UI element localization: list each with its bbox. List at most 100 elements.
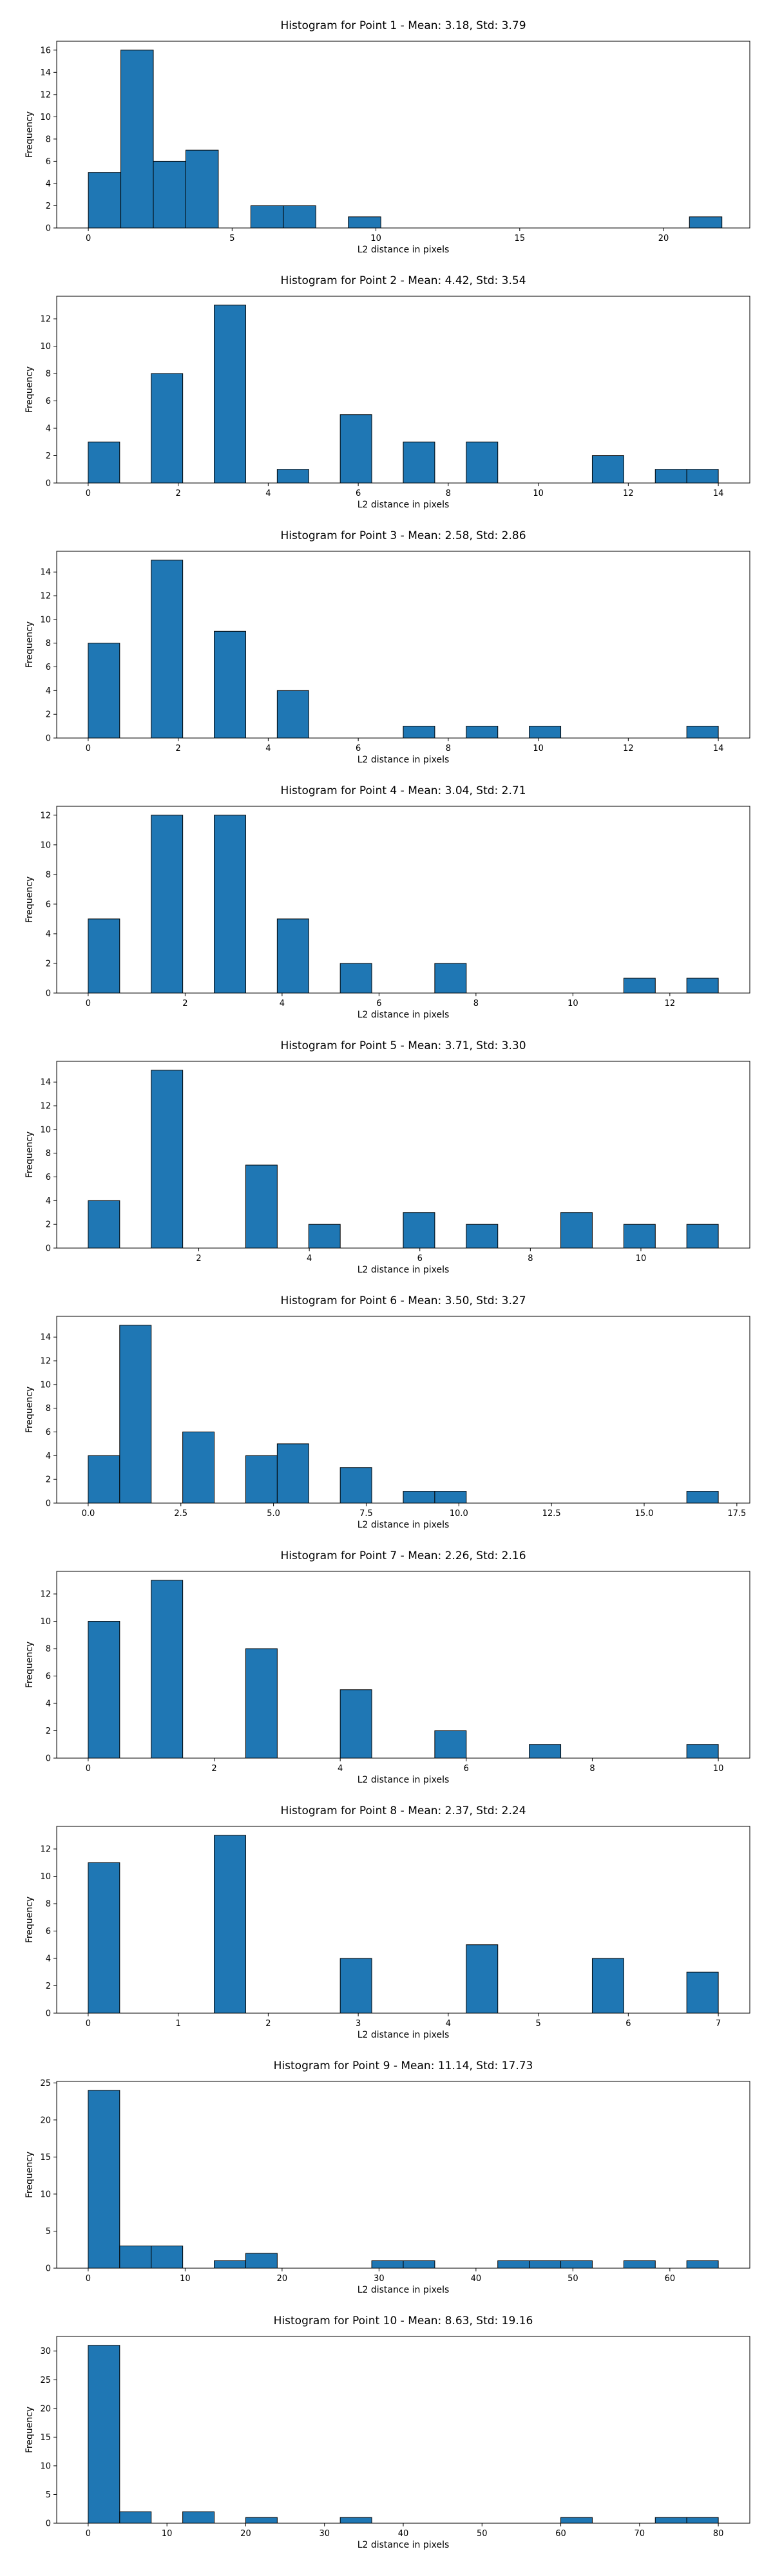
y-tick-label: 2 — [46, 451, 51, 461]
x-axis-label: L2 distance in pixels — [358, 1265, 450, 1275]
histogram-bar — [686, 2260, 719, 2269]
x-axis-label: L2 distance in pixels — [358, 755, 450, 765]
histogram-bar — [151, 560, 184, 739]
y-tick-label: 12 — [40, 592, 51, 601]
y-tick-label: 0 — [46, 989, 51, 999]
histogram-bar — [151, 1580, 184, 1759]
chart-title: Histogram for Point 5 - Mean: 3.71, Std:… — [280, 1039, 526, 1052]
histogram-bar — [466, 1944, 499, 2014]
histogram-bar — [182, 1432, 215, 1504]
histogram-4: Histogram for Point 4 - Mean: 3.04, Std:… — [24, 784, 750, 1020]
histogram-bar — [120, 50, 154, 229]
y-tick-label: 8 — [46, 1900, 51, 1909]
x-tick-label: 10.0 — [450, 1509, 468, 1519]
x-tick-label: 12.5 — [542, 1509, 561, 1519]
histogram-5: Histogram for Point 5 - Mean: 3.71, Std:… — [24, 1039, 750, 1275]
x-tick-label: 0 — [86, 489, 91, 498]
histogram-bar — [623, 978, 656, 994]
y-tick-label: 10 — [40, 342, 51, 352]
x-tick-label: 8 — [446, 744, 451, 753]
y-tick-label: 15 — [40, 2153, 51, 2163]
y-tick-label: 6 — [46, 1428, 51, 1437]
histogram-bar — [88, 1455, 120, 1504]
y-tick-label: 0 — [46, 2264, 51, 2274]
histogram-bar — [560, 2260, 593, 2269]
y-axis-label: Frequency — [24, 2152, 35, 2198]
histogram-bar — [403, 1212, 435, 1249]
histogram-bar — [88, 2090, 120, 2269]
x-tick-label: 0 — [86, 2529, 91, 2539]
x-tick-label: 70 — [635, 2529, 645, 2539]
plot-frame — [56, 2336, 750, 2524]
x-tick-label: 40 — [471, 2274, 482, 2284]
histogram-bar — [339, 1467, 372, 1504]
histogram-bar — [654, 469, 687, 484]
histogram-bar — [185, 149, 219, 229]
y-tick-label: 4 — [46, 1955, 51, 1964]
x-tick-label: 17.5 — [727, 1509, 746, 1519]
y-tick-label: 12 — [40, 1102, 51, 1112]
x-tick-label: 10 — [568, 999, 578, 1009]
y-tick-label: 8 — [46, 1645, 51, 1654]
x-tick-label: 10 — [713, 1764, 724, 1774]
x-tick-label: 14 — [713, 489, 724, 498]
histogram-bar — [403, 1491, 435, 1504]
y-tick-label: 14 — [40, 568, 51, 578]
x-tick-label: 4 — [338, 1764, 343, 1774]
histogram-bar — [434, 963, 467, 994]
x-tick-label: 0 — [86, 234, 91, 243]
x-tick-label: 30 — [319, 2529, 330, 2539]
histogram-bar — [88, 643, 120, 739]
histogram-bar — [339, 414, 372, 484]
histogram-bar — [182, 2511, 215, 2524]
y-tick-label: 30 — [40, 2347, 51, 2356]
y-tick-label: 4 — [46, 1452, 51, 1461]
x-tick-label: 8 — [528, 1254, 533, 1264]
x-tick-label: 60 — [665, 2274, 676, 2284]
y-tick-label: 8 — [46, 135, 51, 144]
histogram-bar — [88, 918, 120, 994]
histogram-bar — [434, 1491, 467, 1504]
y-tick-label: 10 — [40, 1125, 51, 1135]
y-tick-label: 5 — [46, 2490, 51, 2500]
x-tick-label: 2 — [265, 2019, 271, 2029]
x-tick-label: 0 — [86, 2019, 91, 2029]
y-tick-label: 0 — [46, 1754, 51, 1764]
chart-title: Histogram for Point 3 - Mean: 2.58, Std:… — [280, 529, 526, 542]
x-tick-label: 14 — [713, 744, 724, 753]
plot-frame — [56, 551, 750, 739]
x-axis-label: L2 distance in pixels — [358, 245, 450, 255]
y-tick-label: 12 — [40, 1357, 51, 1367]
histogram-bar — [119, 1325, 152, 1504]
y-tick-label: 0 — [46, 2519, 51, 2529]
y-axis-label: Frequency — [24, 1387, 35, 1433]
histogram-bar — [529, 2260, 562, 2269]
histogram-bar — [497, 2260, 530, 2269]
histogram-8: Histogram for Point 8 - Mean: 2.37, Std:… — [24, 1804, 750, 2040]
x-tick-label: 3 — [356, 2019, 361, 2029]
y-tick-label: 12 — [40, 811, 51, 820]
plot-frame — [56, 1316, 750, 1504]
x-axis-label: L2 distance in pixels — [358, 2285, 450, 2295]
histogram-bar — [591, 455, 624, 484]
y-axis-label: Frequency — [24, 1132, 35, 1178]
histogram-bar — [686, 1224, 719, 1249]
histogram-9: Histogram for Point 9 - Mean: 11.14, Std… — [24, 2060, 750, 2295]
x-tick-label: 4 — [265, 744, 271, 753]
y-tick-label: 2 — [46, 710, 51, 720]
chart-title: Histogram for Point 2 - Mean: 4.42, Std:… — [280, 274, 526, 287]
histogram-bar — [529, 726, 562, 739]
y-tick-label: 4 — [46, 1700, 51, 1709]
y-axis-label: Frequency — [24, 876, 35, 923]
y-tick-label: 6 — [46, 397, 51, 406]
histogram-2: Histogram for Point 2 - Mean: 4.42, Std:… — [24, 274, 750, 510]
x-tick-label: 5 — [229, 234, 234, 243]
y-axis-label: Frequency — [24, 1642, 35, 1688]
histogram-bar — [529, 1744, 562, 1759]
x-tick-label: 4 — [307, 1254, 312, 1264]
y-tick-label: 4 — [46, 424, 51, 434]
x-tick-label: 1 — [176, 2019, 181, 2029]
chart-title: Histogram for Point 7 - Mean: 2.26, Std:… — [280, 1549, 526, 1562]
x-tick-label: 10 — [162, 2529, 173, 2539]
chart-title: Histogram for Point 10 - Mean: 8.63, Std… — [274, 2315, 533, 2327]
